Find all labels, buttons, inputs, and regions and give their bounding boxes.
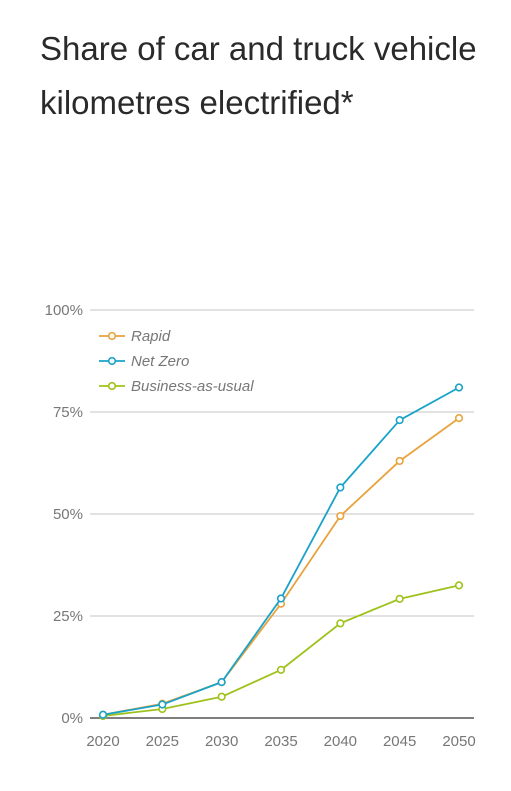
- series-net-zero: [98, 383, 464, 719]
- x-axis-ticks: 2020 2025 2030 2035 2040 2045 2050: [86, 733, 475, 750]
- legend-item: Business-as-usual: [99, 378, 254, 395]
- data-point: [336, 619, 345, 628]
- gridlines: [90, 309, 474, 719]
- x-tick-label: 2035: [264, 733, 297, 750]
- series-line: [102, 386, 460, 716]
- series-lines: [98, 383, 464, 721]
- y-tick-label: 0%: [61, 710, 83, 727]
- data-point: [276, 594, 286, 603]
- legend-item: Net Zero: [99, 353, 189, 370]
- data-point: [395, 456, 404, 466]
- y-tick-label: 75%: [53, 404, 83, 421]
- data-point: [454, 383, 464, 392]
- y-tick-label: 100%: [45, 302, 83, 319]
- legend-label: Rapid: [131, 328, 171, 345]
- y-tick-label: 25%: [53, 608, 83, 625]
- y-tick-label: 50%: [53, 506, 83, 523]
- x-tick-label: 2050: [442, 733, 475, 750]
- legend-item: Rapid: [99, 328, 171, 345]
- x-tick-label: 2040: [324, 733, 357, 750]
- legend-marker: [107, 381, 117, 391]
- y-axis-ticks: 0% 25% 50% 75% 100%: [45, 302, 83, 727]
- data-point: [217, 677, 226, 687]
- x-tick-label: 2025: [146, 733, 179, 750]
- data-point: [158, 700, 167, 709]
- chart-title: Share of car and truck vehicle kilometre…: [40, 30, 477, 121]
- data-point: [276, 665, 286, 674]
- data-point: [454, 581, 464, 590]
- x-tick-label: 2020: [86, 733, 119, 750]
- data-point: [395, 594, 404, 603]
- data-point: [217, 692, 226, 701]
- legend: Rapid Net Zero Business-as-usual: [99, 328, 254, 395]
- legend-label: Business-as-usual: [131, 378, 254, 395]
- legend-label: Net Zero: [131, 353, 189, 370]
- data-point: [395, 416, 404, 425]
- data-point: [454, 414, 464, 423]
- data-point: [336, 483, 345, 492]
- data-point: [98, 710, 108, 719]
- legend-marker: [107, 356, 117, 366]
- x-tick-label: 2045: [383, 733, 416, 750]
- data-point: [336, 511, 345, 521]
- legend-marker: [107, 331, 117, 341]
- x-tick-label: 2030: [205, 733, 238, 750]
